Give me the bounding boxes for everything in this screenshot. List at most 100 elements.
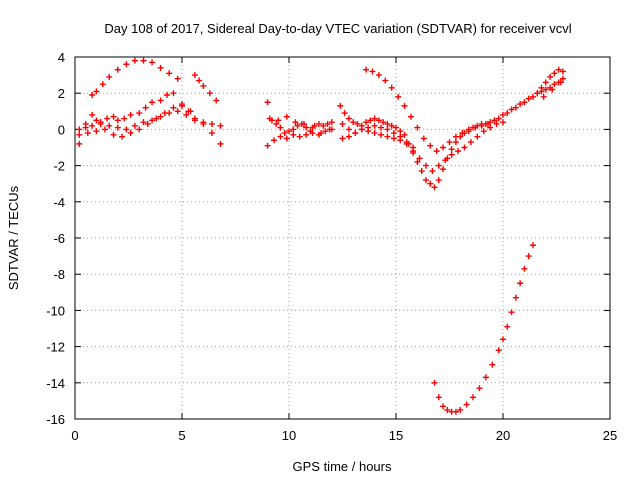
data-point [320, 122, 327, 129]
data-point [525, 95, 532, 102]
data-point [326, 126, 333, 133]
data-point [164, 92, 171, 99]
data-point [309, 124, 316, 131]
y-tick-label: 0 [58, 122, 65, 137]
data-point [271, 137, 278, 144]
data-point [93, 88, 100, 95]
data-point [521, 99, 528, 106]
data-point [315, 120, 322, 127]
data-point [89, 111, 96, 118]
data-point [127, 111, 134, 118]
data-point [264, 142, 271, 149]
data-point [76, 140, 83, 147]
data-point [467, 139, 474, 146]
data-point [371, 115, 378, 122]
data-point [455, 148, 462, 155]
data-point [200, 82, 207, 89]
data-point [388, 84, 395, 91]
data-point [104, 115, 111, 122]
y-tick-label: -2 [53, 159, 65, 174]
data-point [470, 394, 477, 401]
data-point [142, 104, 149, 111]
data-point [440, 166, 447, 173]
data-point [136, 110, 143, 117]
data-point [388, 122, 395, 129]
data-point [442, 157, 449, 164]
data-point [174, 75, 181, 82]
data-point [101, 126, 108, 133]
data-point [93, 128, 100, 135]
data-point [76, 131, 83, 138]
data-point [487, 124, 494, 131]
data-point [480, 128, 487, 135]
data-point [422, 177, 429, 184]
data-point [529, 93, 536, 100]
data-point [136, 126, 143, 133]
data-point [521, 265, 528, 272]
data-point [474, 133, 481, 140]
data-point [303, 124, 310, 131]
data-point [174, 108, 181, 115]
data-point [217, 122, 224, 129]
data-point [354, 120, 361, 127]
data-point [508, 309, 515, 316]
data-point [495, 347, 502, 354]
data-point [416, 155, 423, 162]
data-point [371, 122, 378, 129]
data-point [418, 168, 425, 175]
y-tick-label: -16 [46, 412, 65, 427]
data-point [140, 57, 147, 64]
data-point [435, 162, 442, 169]
data-point [123, 61, 130, 68]
data-point [491, 117, 498, 124]
data-point [375, 117, 382, 124]
data-point [183, 111, 190, 118]
data-point [403, 139, 410, 146]
data-point [318, 130, 325, 137]
data-point [213, 97, 220, 104]
data-point [547, 73, 554, 80]
y-tick-label: -12 [46, 340, 65, 355]
data-point [153, 115, 160, 122]
data-point [191, 72, 198, 79]
data-point [290, 126, 297, 133]
y-axis-label: SDTVAR / TECUs [6, 185, 21, 290]
data-point [431, 184, 438, 191]
data-point [549, 86, 556, 93]
data-point [191, 117, 198, 124]
data-point [551, 81, 558, 88]
data-point [384, 126, 391, 133]
data-point [495, 115, 502, 122]
y-tick-label: -8 [53, 267, 65, 282]
data-point [459, 130, 466, 137]
data-point [358, 126, 365, 133]
data-point [429, 168, 436, 175]
data-point [206, 90, 213, 97]
data-point [375, 72, 382, 79]
data-point [401, 102, 408, 109]
data-point [352, 130, 359, 137]
data-point [384, 120, 391, 127]
data-point [350, 119, 357, 126]
x-tick-label: 25 [603, 428, 617, 443]
data-point [170, 90, 177, 97]
data-point [294, 122, 301, 129]
x-tick-label: 10 [282, 428, 296, 443]
data-point [76, 126, 83, 133]
data-point [140, 119, 147, 126]
data-point [529, 242, 536, 249]
data-point [440, 403, 447, 410]
data-point [127, 130, 134, 137]
data-point [410, 144, 417, 151]
y-tick-label: -10 [46, 303, 65, 318]
data-point [119, 133, 126, 140]
data-point [149, 117, 156, 124]
data-point [512, 104, 519, 111]
data-point [114, 66, 121, 73]
data-point [435, 394, 442, 401]
data-point [309, 130, 316, 137]
data-point [131, 122, 138, 129]
data-point [390, 135, 397, 142]
data-point [266, 115, 273, 122]
